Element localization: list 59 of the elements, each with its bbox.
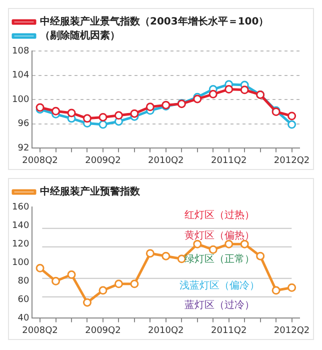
- point: [98, 112, 108, 122]
- x-tick-label: 2012Q2: [274, 326, 310, 336]
- y-tick-label: 160: [12, 202, 30, 212]
- point: [36, 264, 44, 272]
- point: [288, 120, 296, 129]
- x-tick-label: 2011Q2: [210, 326, 247, 336]
- point: [193, 240, 202, 248]
- x-tick-label: 2010Q2: [148, 156, 184, 166]
- y-tick-label: 80: [18, 276, 30, 286]
- point: [288, 112, 296, 120]
- point: [256, 252, 265, 260]
- point: [208, 245, 218, 254]
- x-tick-label: 2012Q2: [274, 156, 310, 166]
- point: [146, 102, 154, 112]
- point: [240, 240, 249, 248]
- y-tick-label: 100: [12, 258, 30, 268]
- y-tick-label: 140: [12, 220, 30, 231]
- x-tick-label: 2008Q2: [22, 326, 58, 336]
- legend-label: 中经服装产业景气指数（2003年增长水平＝100）: [40, 16, 269, 28]
- y-tick-label: 100: [12, 94, 30, 105]
- point: [52, 106, 60, 116]
- point: [67, 270, 76, 279]
- point: [114, 111, 123, 120]
- point: [83, 298, 92, 307]
- legend-label: 中经服装产业预警指数: [40, 186, 141, 198]
- x-tick-label: 2009Q2: [85, 156, 121, 166]
- point: [67, 108, 76, 118]
- annotation: 浅蓝灯区（偏冷）: [179, 279, 260, 292]
- point: [114, 280, 123, 288]
- point: [208, 90, 218, 98]
- point: [272, 286, 280, 295]
- y-tick-label: 120: [12, 239, 30, 250]
- x-tick-label: 2011Q2: [210, 156, 247, 166]
- point: [288, 283, 296, 292]
- legend-label: （剔除随机因素）: [40, 30, 120, 42]
- annotation: 红灯区（过热）: [184, 209, 254, 222]
- point: [224, 240, 234, 248]
- y-tick-label: 60: [18, 295, 30, 306]
- point: [130, 109, 139, 118]
- point: [98, 286, 108, 295]
- x-tick-label: 2009Q2: [85, 326, 121, 336]
- annotation: 黄灯区（偏热）: [184, 229, 254, 242]
- annotation: 绿灯区（正常）: [184, 253, 254, 266]
- point: [224, 85, 234, 94]
- y-tick-label: 92: [18, 144, 30, 154]
- annotation: 蓝灯区（过冷）: [184, 299, 254, 312]
- point: [130, 280, 139, 288]
- point: [98, 120, 108, 129]
- y-tick-label: 96: [18, 119, 30, 130]
- point: [240, 86, 249, 94]
- y-tick-label: 108: [12, 46, 30, 56]
- y-tick-label: 104: [12, 70, 30, 81]
- point: [162, 252, 170, 260]
- point: [83, 114, 92, 123]
- point: [52, 276, 60, 286]
- x-tick-label: 2010Q2: [148, 326, 184, 336]
- point: [146, 249, 154, 258]
- y-tick-label: 40: [18, 314, 30, 324]
- x-tick-label: 2008Q2: [22, 156, 58, 166]
